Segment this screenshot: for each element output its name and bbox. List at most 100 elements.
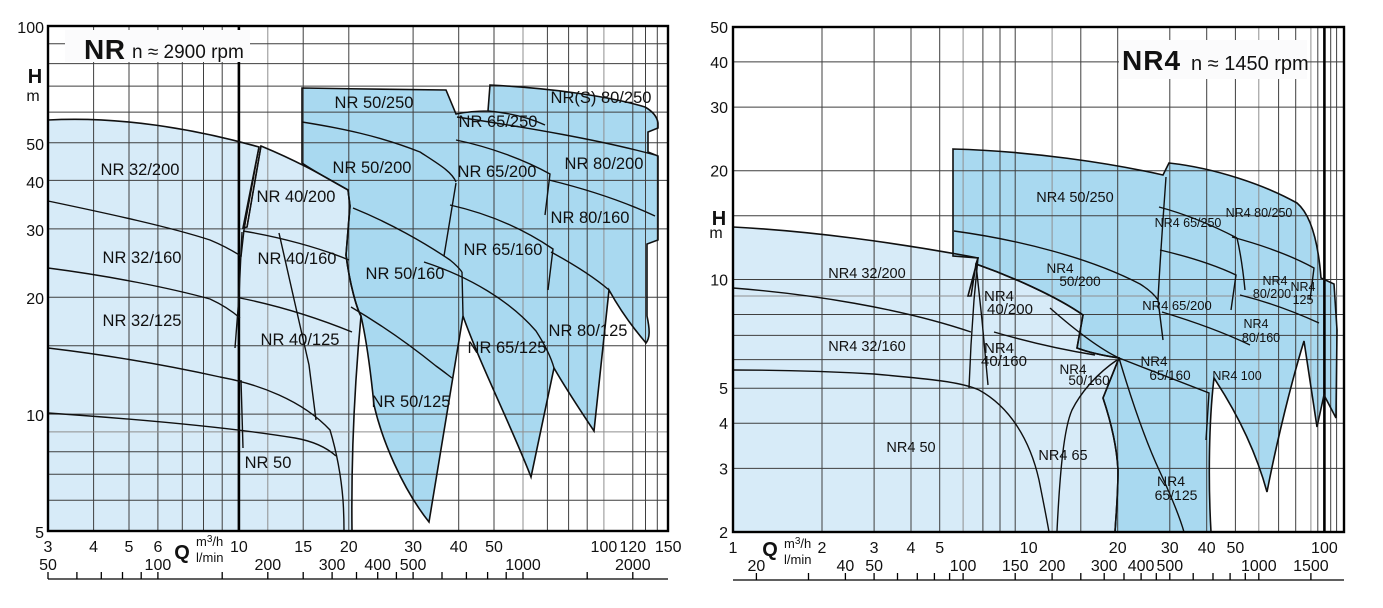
svg-text:30: 30 [404, 539, 422, 556]
svg-text:NR4: NR4 [1290, 280, 1315, 294]
svg-text:65/125: 65/125 [1155, 487, 1198, 503]
svg-text:30: 30 [710, 100, 728, 117]
svg-text:100: 100 [591, 539, 618, 556]
svg-text:Q: Q [762, 539, 778, 561]
svg-text:40: 40 [1198, 540, 1216, 557]
svg-text:120: 120 [619, 539, 646, 556]
svg-text:50: 50 [39, 557, 57, 574]
svg-text:NR4: NR4 [1046, 261, 1073, 276]
svg-text:NR4: NR4 [1243, 317, 1268, 331]
svg-text:NR 80/200: NR 80/200 [565, 155, 644, 173]
svg-text:NR4 32/200: NR4 32/200 [828, 266, 905, 282]
svg-text:400: 400 [1128, 558, 1155, 575]
svg-text:NR 32/125: NR 32/125 [103, 312, 182, 330]
svg-text:n ≈ 2900 rpm: n ≈ 2900 rpm [132, 42, 244, 63]
svg-text:NR4: NR4 [984, 288, 1014, 305]
svg-text:NR 50/160: NR 50/160 [366, 265, 445, 283]
svg-text:80/160: 80/160 [1242, 331, 1280, 345]
svg-text:NR 32/160: NR 32/160 [103, 249, 182, 267]
svg-text:m: m [709, 225, 722, 242]
svg-text:1000: 1000 [505, 557, 541, 574]
svg-text:l/min: l/min [196, 550, 223, 565]
svg-text:NR 40/160: NR 40/160 [258, 250, 337, 268]
svg-text:NR4 50/250: NR4 50/250 [1036, 190, 1113, 206]
svg-text:2: 2 [818, 540, 827, 557]
svg-text:500: 500 [400, 557, 427, 574]
svg-text:20: 20 [340, 539, 358, 556]
svg-text:NR 80/160: NR 80/160 [551, 209, 630, 227]
svg-text:40: 40 [450, 539, 468, 556]
svg-text:20: 20 [710, 164, 728, 181]
svg-text:65/160: 65/160 [1149, 368, 1190, 383]
svg-text:3: 3 [870, 540, 879, 557]
svg-text:100: 100 [1311, 540, 1338, 557]
svg-text:125: 125 [1293, 293, 1314, 307]
svg-text:80/200: 80/200 [1253, 287, 1291, 301]
svg-text:NR 50/125: NR 50/125 [372, 393, 451, 411]
svg-text:300: 300 [319, 557, 346, 574]
svg-text:10: 10 [1020, 540, 1038, 557]
svg-text:NR4: NR4 [984, 340, 1014, 357]
svg-text:NR4 50: NR4 50 [886, 440, 935, 456]
svg-text:NR 65/160: NR 65/160 [464, 241, 543, 259]
svg-text:15: 15 [294, 539, 312, 556]
svg-text:n ≈ 1450 rpm: n ≈ 1450 rpm [1191, 53, 1309, 75]
svg-text:50/200: 50/200 [1059, 274, 1100, 289]
svg-text:H: H [28, 66, 42, 88]
svg-text:4: 4 [907, 540, 916, 557]
svg-text:NR 80/125: NR 80/125 [549, 322, 628, 340]
svg-text:40: 40 [837, 558, 855, 575]
svg-text:NR 32/200: NR 32/200 [101, 161, 180, 179]
svg-text:NR 65/200: NR 65/200 [458, 163, 537, 181]
svg-text:4: 4 [719, 416, 728, 433]
svg-text:2: 2 [719, 525, 728, 542]
svg-text:NR4 80/250: NR4 80/250 [1226, 206, 1293, 220]
svg-text:NR4: NR4 [1122, 45, 1181, 76]
svg-text:NR 65/250: NR 65/250 [459, 113, 538, 131]
svg-text:150: 150 [1002, 558, 1029, 575]
svg-text:5: 5 [719, 381, 728, 398]
svg-text:50: 50 [1227, 540, 1245, 557]
svg-text:50: 50 [485, 539, 503, 556]
svg-text:100: 100 [145, 557, 172, 574]
svg-text:NR 40/200: NR 40/200 [257, 188, 336, 206]
svg-text:50: 50 [26, 137, 44, 154]
svg-text:Q: Q [174, 542, 190, 564]
svg-text:m: m [26, 88, 39, 105]
svg-text:40: 40 [710, 55, 728, 72]
svg-text:10: 10 [710, 273, 728, 290]
svg-text:NR4 65/250: NR4 65/250 [1155, 216, 1222, 230]
svg-text:40/200: 40/200 [987, 301, 1033, 318]
svg-text:1000: 1000 [1241, 558, 1277, 575]
svg-text:20: 20 [26, 291, 44, 308]
svg-text:500: 500 [1156, 558, 1183, 575]
svg-text:50: 50 [865, 558, 883, 575]
svg-text:l/min: l/min [784, 552, 811, 567]
svg-text:2000: 2000 [615, 557, 651, 574]
svg-text:10: 10 [230, 539, 248, 556]
svg-text:3: 3 [44, 539, 53, 556]
svg-text:5: 5 [935, 540, 944, 557]
svg-text:5: 5 [35, 525, 44, 542]
svg-text:10: 10 [26, 408, 44, 425]
svg-text:NR4: NR4 [1262, 274, 1287, 288]
svg-text:NR4 65/200: NR4 65/200 [1142, 298, 1211, 313]
svg-text:NR4: NR4 [1140, 354, 1167, 369]
svg-text:NR 50/250: NR 50/250 [335, 94, 414, 112]
svg-text:NR 65/125: NR 65/125 [468, 339, 547, 357]
svg-text:NR4 32/160: NR4 32/160 [828, 339, 905, 355]
svg-text:100: 100 [17, 20, 44, 37]
svg-text:6: 6 [153, 539, 162, 556]
svg-text:50: 50 [710, 20, 728, 37]
svg-text:H: H [712, 208, 726, 230]
svg-text:5: 5 [125, 539, 134, 556]
svg-text:300: 300 [1091, 558, 1118, 575]
svg-text:150: 150 [655, 539, 682, 556]
svg-text:NR4 100: NR4 100 [1212, 369, 1261, 383]
svg-text:NR 40/125: NR 40/125 [261, 331, 340, 349]
svg-text:NR4: NR4 [1059, 362, 1086, 377]
svg-text:NR: NR [84, 34, 125, 65]
svg-text:NR 50: NR 50 [245, 454, 292, 472]
svg-text:100: 100 [950, 558, 977, 575]
svg-text:20: 20 [748, 558, 766, 575]
